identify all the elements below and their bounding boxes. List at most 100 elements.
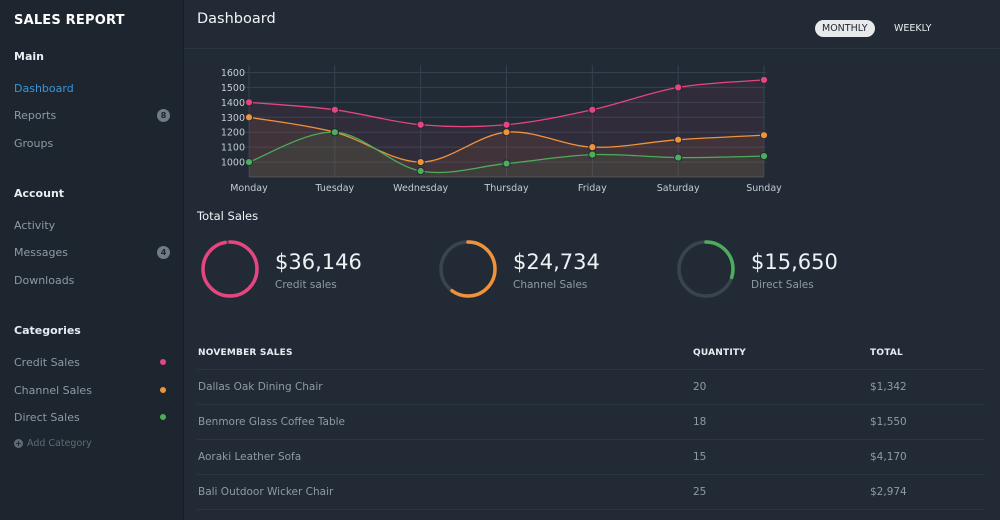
toggle-monthly[interactable]: MONTHLY [815, 20, 875, 37]
row-divider [197, 474, 985, 475]
cell-total: $4,170 [870, 451, 907, 463]
cell-product: Aoraki Leather Sofa [198, 451, 302, 463]
sidebar-item-direct-sales[interactable]: Direct Sales [14, 408, 170, 426]
total-sales-title: Total Sales [197, 209, 259, 223]
column-header-quantity: QUANTITY [693, 348, 746, 358]
toggle-weekly[interactable]: WEEKLY [894, 23, 932, 34]
row-divider [197, 509, 985, 510]
cell-quantity: 20 [693, 381, 707, 393]
row-divider [197, 369, 985, 370]
data-point [588, 143, 597, 152]
progress-ring [677, 240, 735, 298]
kpi-credit-sales: $36,146 Credit sales [199, 238, 429, 300]
kpi-label: Channel Sales [513, 279, 588, 291]
column-header-total: TOTAL [870, 348, 903, 358]
page-title: Dashboard [197, 11, 276, 27]
kpi-label: Credit sales [275, 279, 337, 291]
kpi-direct-sales: $15,650 Direct Sales [675, 238, 905, 300]
sidebar-item-label: Channel Sales [14, 383, 92, 397]
sidebar-item-label: Messages [14, 245, 68, 259]
y-tick-label: 1100 [221, 143, 245, 154]
sidebar-item-downloads[interactable]: Downloads [14, 271, 170, 289]
cell-total: $2,974 [870, 486, 907, 498]
sidebar: SALES REPORT Main Dashboard Reports 8 Gr… [0, 0, 184, 520]
count-badge: 8 [157, 108, 170, 122]
x-tick-label: Monday [230, 183, 268, 194]
y-tick-label: 1400 [221, 98, 245, 109]
data-point [502, 128, 511, 137]
kpi-value: $36,146 [275, 250, 362, 274]
cell-product: Benmore Glass Coffee Table [198, 416, 346, 428]
y-tick-label: 1300 [221, 113, 245, 124]
cell-total: $1,342 [870, 381, 907, 393]
x-tick-label: Tuesday [315, 183, 355, 194]
data-point [674, 153, 683, 162]
data-point [244, 113, 254, 122]
cell-quantity: 18 [693, 416, 707, 428]
sidebar-item-credit-sales[interactable]: Credit Sales [14, 353, 170, 371]
plus-icon: + [14, 439, 23, 448]
sidebar-item-label: Credit Sales [14, 355, 80, 369]
data-point [674, 83, 683, 92]
category-color-dot [160, 414, 166, 420]
column-header-product: NOVEMBER SALES [198, 348, 293, 358]
section-title-account: Account [14, 187, 65, 200]
x-tick-label: Wednesday [393, 183, 448, 194]
chart-svg: 1000 1100 1200 1300 1400 1500 1600 Monday Tuesda… [221, 65, 782, 194]
sidebar-item-label: Dashboard [14, 81, 74, 95]
cell-quantity: 25 [693, 486, 707, 498]
cell-product: Dallas Oak Dining Chair [198, 381, 323, 393]
add-category-button[interactable]: + Add Category [14, 438, 92, 449]
sidebar-item-label: Direct Sales [14, 410, 80, 424]
header-divider [184, 48, 1000, 49]
section-title-categories: Categories [14, 324, 81, 337]
data-point [502, 159, 511, 168]
row-divider [197, 439, 985, 440]
row-divider [197, 404, 985, 405]
y-tick-label: 1600 [221, 68, 245, 79]
sidebar-item-groups[interactable]: Groups [14, 134, 170, 152]
cell-product: Bali Outdoor Wicker Chair [198, 486, 334, 498]
data-point [416, 157, 425, 167]
data-point [416, 120, 425, 129]
y-tick-label: 1000 [221, 158, 245, 169]
sidebar-item-messages[interactable]: Messages 4 [14, 243, 170, 261]
progress-ring [439, 240, 497, 298]
data-point [674, 135, 683, 144]
sidebar-item-label: Downloads [14, 273, 75, 287]
y-tick-label: 1200 [221, 128, 245, 139]
data-point [759, 75, 769, 85]
data-point [244, 157, 254, 167]
add-category-label: Add Category [27, 438, 92, 449]
data-point [244, 98, 254, 107]
sidebar-item-label: Reports [14, 108, 57, 122]
kpi-label: Direct Sales [751, 279, 814, 291]
data-point [330, 105, 339, 114]
data-point [588, 150, 597, 159]
x-tick-label: Sunday [746, 183, 782, 194]
sidebar-item-activity[interactable]: Activity [14, 216, 170, 234]
section-title-main: Main [14, 50, 44, 63]
x-tick-label: Saturday [657, 183, 700, 194]
y-tick-label: 1500 [221, 83, 245, 94]
category-color-dot [160, 359, 166, 365]
data-point [759, 131, 769, 140]
series-area [249, 117, 764, 177]
data-point [416, 166, 425, 176]
data-point [330, 128, 339, 137]
cell-total: $1,550 [870, 416, 907, 428]
data-point [588, 105, 597, 114]
sales-line-chart: 1000 1100 1200 1300 1400 1500 1600 Monday Tuesda… [196, 56, 800, 198]
app-title: SALES REPORT [14, 13, 125, 28]
sidebar-item-dashboard[interactable]: Dashboard [14, 79, 170, 97]
x-tick-label: Thursday [483, 183, 529, 194]
data-point [759, 151, 769, 161]
data-point [502, 120, 511, 129]
cell-quantity: 15 [693, 451, 707, 463]
sidebar-item-label: Groups [14, 136, 54, 150]
kpi-value: $24,734 [513, 250, 600, 274]
sidebar-item-channel-sales[interactable]: Channel Sales [14, 381, 170, 399]
sidebar-item-reports[interactable]: Reports 8 [14, 106, 170, 124]
kpi-channel-sales: $24,734 Channel Sales [437, 238, 667, 300]
sidebar-item-label: Activity [14, 218, 56, 232]
